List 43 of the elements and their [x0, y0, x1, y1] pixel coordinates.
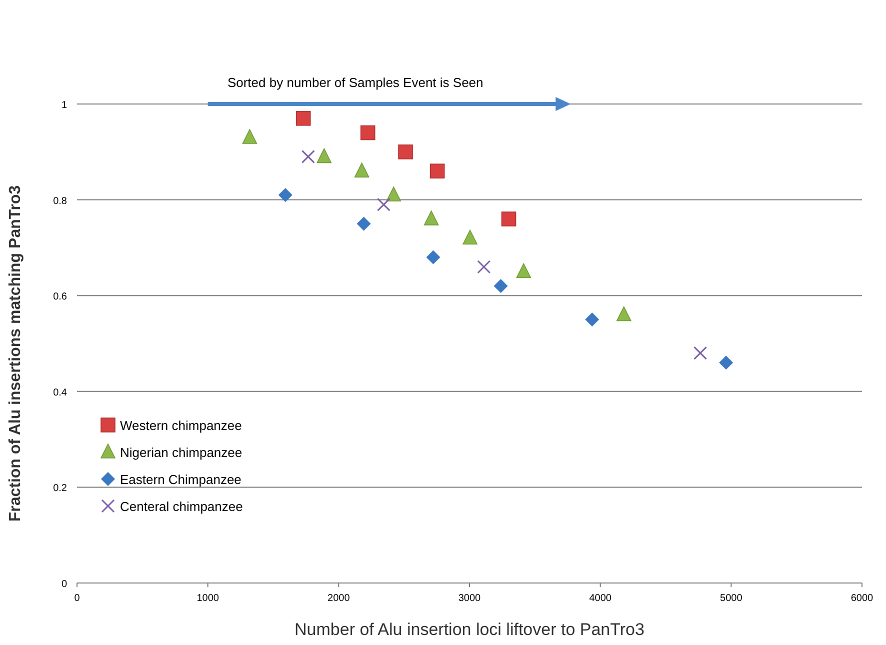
point — [477, 260, 491, 274]
y-tick-label: 0.4 — [53, 387, 68, 398]
point — [316, 148, 332, 164]
point — [354, 162, 370, 178]
point — [398, 144, 413, 160]
point — [360, 125, 376, 140]
point — [616, 306, 632, 322]
point — [386, 186, 402, 202]
text: Sorted by number of Samples Event is Seen — [227, 75, 484, 90]
x-axis-title: Number of Alu insertion loci liftover to PanTro3 — [294, 620, 644, 639]
point — [719, 356, 734, 370]
point — [356, 216, 371, 231]
x-tick-label: 0 — [74, 593, 80, 604]
y-tick-label: 0.2 — [53, 483, 68, 494]
point — [516, 263, 532, 278]
point — [694, 346, 708, 360]
legend-label: Western chimpanzee — [120, 418, 242, 433]
legend-label: Centeral chimpanzee — [120, 499, 243, 514]
x-tick-label: 6000 — [850, 593, 874, 604]
x-tick-label: 1000 — [196, 593, 220, 604]
point — [242, 129, 258, 144]
point — [501, 212, 516, 226]
y-tick-label: 1 — [61, 100, 68, 111]
legend-label: Eastern Chimpanzee — [120, 472, 242, 487]
y-tick-label: 0 — [61, 579, 68, 590]
point — [426, 250, 440, 264]
point — [430, 164, 445, 178]
point — [376, 198, 390, 212]
y-tick-label: 0.6 — [53, 292, 68, 303]
point — [462, 230, 478, 245]
x-tick-label: 4000 — [589, 593, 612, 604]
point — [296, 110, 311, 126]
point — [278, 188, 292, 202]
point — [494, 279, 508, 294]
point — [301, 150, 315, 164]
x-tick-label: 2000 — [328, 593, 350, 604]
y-axis-title: Fraction of Alu insertions matching PanTro3 — [7, 185, 24, 522]
point — [585, 312, 600, 327]
x-tick-label: 3000 — [458, 593, 482, 604]
y-tick-label: 0.8 — [53, 196, 68, 207]
x-tick-label: 5000 — [720, 593, 743, 604]
point — [424, 210, 439, 226]
legend-label: Nigerian chimpanzee — [120, 445, 242, 460]
